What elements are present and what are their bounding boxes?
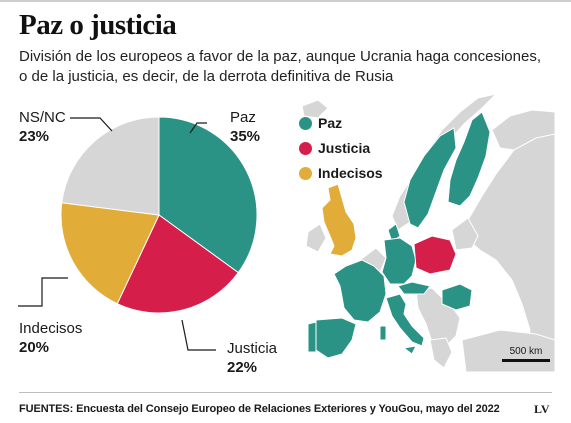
legend-label-indecisos: Indecisos [318,165,383,181]
legend-item-indecisos: Indecisos [299,163,383,183]
chart-subtitle: División de los europeos a favor de la p… [19,47,559,87]
footer-divider [19,392,552,393]
map-scale: 500 km [502,346,550,362]
pie-label-nsnc-value: 23% [19,128,50,145]
pie-chart [18,116,258,351]
legend-label-justicia: Justicia [318,140,371,156]
pie-label-paz-name: Paz [230,109,256,126]
pie-label-indecisos: Indecisos 20% [19,319,82,357]
pie-label-justicia-value: 22% [227,359,258,376]
pie-leader-lines [18,117,216,351]
subtitle-line-2: o de la justicia, es decir, de la derrot… [19,68,394,85]
pie-slice-paz [158,116,258,274]
legend-swatch-justicia [299,141,312,155]
country-spain [315,317,357,359]
country-sicily [402,345,417,355]
land-balkans [415,287,461,349]
footer-source-label: FUENTES: [19,403,74,415]
pie-slices [60,116,258,314]
top-rule [0,0,571,2]
country-portugal [307,321,317,353]
country-poland [413,235,457,275]
pie-slice-ns-nc [61,116,160,216]
leader-line-paz [189,122,207,134]
country-finland [447,111,491,207]
brand-logo: LV [534,402,550,416]
country-sweden [403,127,457,229]
legend-swatch-indecisos [299,166,312,180]
legend-swatch-paz [299,116,312,130]
country-denmark [387,223,401,243]
land-iceland [301,99,329,119]
pie-label-indecisos-value: 20% [19,339,50,356]
chart-title: Paz o justicia [19,9,177,41]
pie-label-indecisos-name: Indecisos [19,320,83,337]
pie-label-nsnc-name: NS/NC [19,109,66,126]
country-italy [385,293,425,347]
footer-source-text: Encuesta del Consejo Europeo de Relacion… [76,403,500,415]
land-kola [491,109,555,151]
land-greece [429,337,453,369]
map-scale-label: 500 km [509,346,543,357]
leader-line-nsnc [70,117,113,132]
map-scale-bar [502,359,550,362]
subtitle-line-1: División de los europeos a favor de la p… [19,48,541,65]
country-sardinia [379,325,387,341]
legend-label-paz: Paz [318,115,343,131]
pie-label-justicia: Justicia 22% [227,339,277,377]
europe-map [300,90,555,372]
country-romania [441,283,473,311]
land-east [467,119,555,372]
legend-item-paz: Paz [299,113,383,133]
leader-line-indecisos [18,277,68,307]
pie-slice-indecisos [60,202,160,305]
country-uk [321,183,357,257]
pie-label-justicia-name: Justicia [227,340,278,357]
land-highlighted [307,111,491,359]
map-legend: Paz Justicia Indecisos [299,113,383,188]
leader-line-justicia [181,319,216,351]
country-france [333,259,387,323]
country-germany [381,237,417,285]
footer-source: FUENTES: Encuesta del Consejo Europeo de… [19,403,500,415]
land-baltics [451,217,479,251]
land-ireland [305,223,327,253]
pie-label-paz-value: 35% [230,128,261,145]
pie-label-nsnc: NS/NC 23% [19,108,66,146]
legend-item-justicia: Justicia [299,138,383,158]
pie-label-paz: Paz 35% [230,108,260,146]
country-austria [397,281,431,295]
